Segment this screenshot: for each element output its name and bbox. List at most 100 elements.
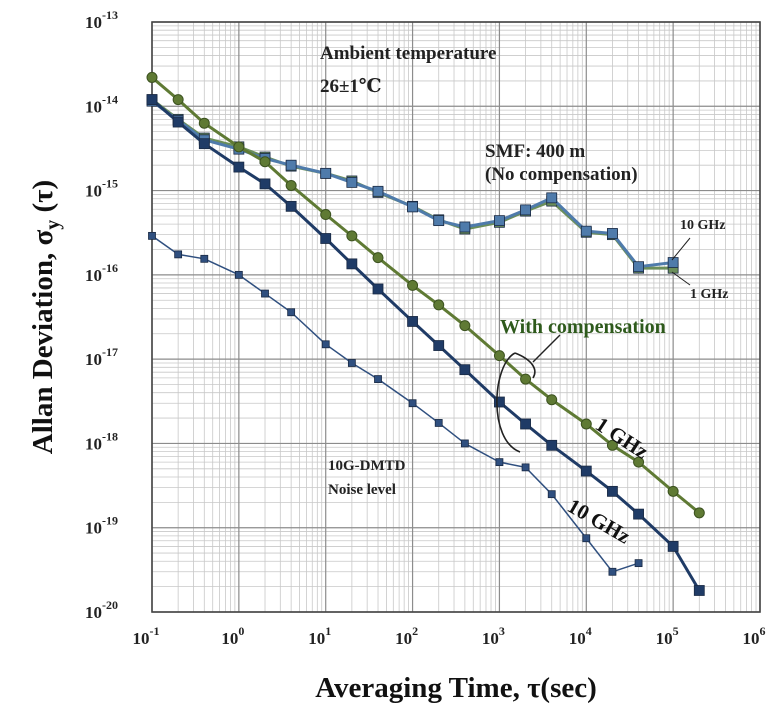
data-point-noise-floor	[174, 250, 183, 259]
series-comp-1ghz	[146, 71, 705, 519]
nocomp-10ghz-leader	[671, 237, 691, 261]
compensation-pointer	[532, 334, 561, 363]
y-tick-label: 10-17	[85, 345, 118, 369]
data-point-comp-1ghz	[580, 418, 592, 430]
x-tick-mantissa: 10	[743, 629, 760, 648]
data-point-comp-1ghz	[346, 230, 358, 242]
y-tick-exponent: -13	[102, 8, 118, 22]
x-tick-label: 101	[308, 624, 331, 648]
y-tick-label: 10-16	[85, 261, 118, 285]
plot-frame	[151, 21, 761, 613]
nocomp-10ghz-label: 10 GHz	[680, 218, 726, 233]
data-point-noise-floor	[287, 308, 296, 317]
data-point-noise-floor	[582, 534, 591, 543]
y-tick-mantissa: 10	[85, 603, 102, 622]
data-point-comp-1ghz	[633, 456, 645, 468]
x-tick-exponent: 2	[412, 624, 418, 638]
x-tick-exponent: 6	[760, 624, 766, 638]
y-tick-label: 10-15	[85, 177, 118, 201]
data-point-comp-10ghz	[546, 439, 558, 451]
x-tick-exponent: 5	[673, 624, 679, 638]
data-point-comp-1ghz	[146, 71, 158, 83]
data-point-nocomp-10ghz	[372, 185, 384, 197]
data-point-comp-10ghz	[607, 485, 618, 497]
data-point-nocomp-10ghz	[520, 204, 531, 216]
x-tick-mantissa: 10	[569, 629, 586, 648]
y-tick-exponent: -14	[102, 92, 118, 106]
data-point-comp-10ghz	[172, 116, 184, 128]
data-point-noise-floor	[200, 254, 209, 263]
data-point-noise-floor	[434, 419, 443, 427]
x-axis-title: Averaging Time, τ(sec)	[315, 672, 597, 704]
data-point-noise-floor	[234, 270, 243, 279]
x-tick-exponent: -1	[150, 624, 160, 638]
data-point-comp-10ghz	[146, 94, 158, 106]
y-tick-exponent: -20	[102, 598, 118, 612]
y-axis-title-main: Allan Deviation, σ	[27, 230, 59, 455]
nocomp-1ghz-label: 1 GHz	[690, 287, 729, 302]
data-point-comp-1ghz	[433, 299, 445, 311]
data-point-comp-1ghz	[520, 373, 532, 385]
y-tick-mantissa: 10	[85, 266, 102, 285]
x-tick-labels: 10-1 100 101 102 103 104 105 106	[133, 624, 766, 648]
data-point-comp-10ghz	[459, 364, 471, 376]
x-tick-mantissa: 10	[133, 629, 150, 648]
y-axis-title-tail: (τ)	[27, 180, 59, 220]
y-tick-mantissa: 10	[85, 13, 102, 32]
data-point-comp-1ghz	[320, 209, 332, 221]
data-point-comp-1ghz	[285, 179, 297, 191]
data-point-comp-1ghz	[459, 320, 471, 332]
data-point-noise-floor	[347, 359, 356, 367]
y-axis-title-subscript: y	[42, 220, 64, 230]
data-point-comp-10ghz	[433, 340, 445, 351]
data-point-comp-1ghz	[546, 394, 558, 406]
y-tick-label: 10-14	[85, 92, 118, 116]
data-point-comp-10ghz	[494, 396, 505, 408]
noise-level-label-1: 10G-DMTD	[328, 458, 406, 474]
data-point-nocomp-10ghz	[580, 225, 592, 237]
x-tick-mantissa: 10	[395, 629, 412, 648]
data-point-comp-1ghz	[693, 507, 705, 519]
data-point-comp-10ghz	[320, 233, 332, 244]
y-tick-exponent: -15	[102, 177, 118, 191]
data-point-comp-10ghz	[198, 138, 210, 150]
no-compensation-label: (No compensation)	[485, 164, 638, 185]
ambient-temperature-value: 26±1℃	[320, 76, 382, 97]
x-tick-exponent: 4	[586, 624, 592, 638]
data-point-comp-10ghz	[233, 161, 245, 173]
data-point-comp-10ghz	[520, 418, 531, 430]
series-layer	[146, 71, 705, 596]
data-point-noise-floor	[634, 559, 643, 568]
data-point-noise-floor	[408, 399, 417, 408]
data-point-nocomp-10ghz	[346, 177, 358, 188]
data-point-nocomp-10ghz	[320, 167, 332, 179]
y-tick-label: 10-13	[85, 8, 118, 32]
x-tick-label: 100	[221, 624, 244, 648]
data-point-comp-1ghz	[233, 141, 245, 153]
y-axis-title: Allan Deviation, σy (τ)	[27, 180, 64, 454]
y-tick-mantissa: 10	[85, 97, 102, 116]
series-comp-10ghz	[146, 94, 705, 596]
data-point-comp-10ghz	[667, 541, 679, 552]
y-tick-mantissa: 10	[85, 519, 102, 538]
data-point-noise-floor	[148, 231, 156, 240]
compensation-bracket	[496, 352, 536, 453]
y-tick-exponent: -19	[102, 514, 118, 528]
x-tick-label: 105	[656, 624, 679, 648]
series-noise-floor	[148, 231, 643, 576]
nocomp-1ghz-leader	[671, 271, 691, 286]
x-tick-label: 106	[743, 624, 766, 648]
data-point-noise-floor	[547, 490, 556, 499]
data-point-noise-floor	[521, 463, 530, 472]
data-point-comp-1ghz	[198, 117, 210, 129]
data-point-nocomp-10ghz	[285, 159, 297, 171]
data-point-comp-10ghz	[285, 200, 297, 212]
y-tick-exponent: -17	[102, 345, 118, 359]
x-tick-label: 102	[395, 624, 418, 648]
data-point-nocomp-10ghz	[607, 228, 618, 239]
x-tick-mantissa: 10	[308, 629, 325, 648]
data-point-noise-floor	[460, 439, 469, 448]
x-tick-mantissa: 10	[482, 629, 499, 648]
data-point-comp-10ghz	[372, 283, 384, 295]
